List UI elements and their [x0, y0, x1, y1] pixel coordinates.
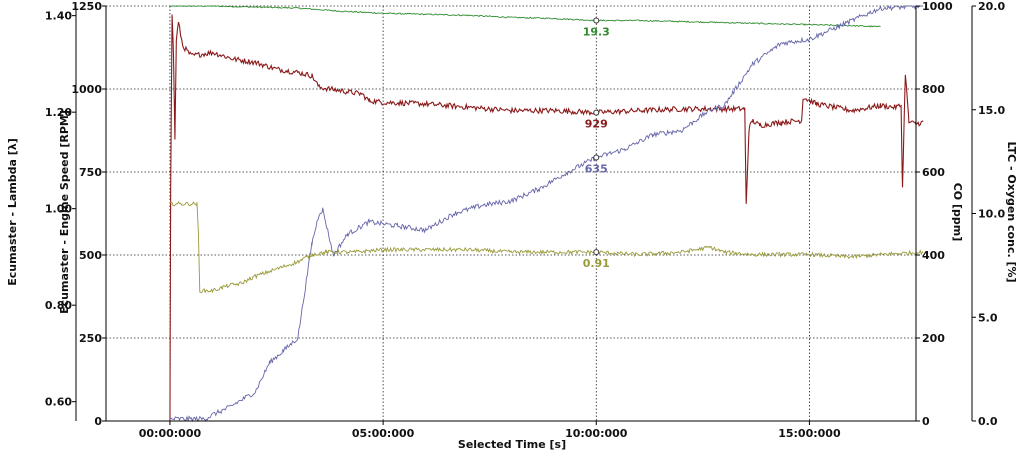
- lambda-tick-label: 1.20: [45, 106, 72, 119]
- cursor-marker-co: [593, 154, 600, 161]
- lambda-tick-label: 1.40: [45, 10, 72, 23]
- co-tick-label: 1000: [922, 0, 953, 13]
- axes-layer: 00:00:000 05:00:000 10:00:000 15:00:000 0.60…: [45, 0, 1006, 440]
- o2-tick-label: 10.0: [978, 208, 1005, 221]
- co-tick-label: 200: [922, 332, 945, 345]
- cursor-value-rpm: 929: [585, 118, 608, 131]
- co-tick-label: 600: [922, 166, 945, 179]
- cursor-layer: 19.3 929 635 0.91: [583, 17, 610, 270]
- o2-tick-label: 5.0: [978, 311, 998, 324]
- co-tick-label: 0: [922, 415, 930, 428]
- plot-frame: [105, 6, 917, 422]
- rpm-tick-label: 1000: [71, 83, 102, 96]
- lambda-tick-label: 0.80: [45, 299, 72, 312]
- o2-tick-label: 0.0: [978, 415, 998, 428]
- x-axis-title: Selected Time [s]: [458, 438, 566, 451]
- lambda-axis-title: Ecumaster - Lambda [λ]: [6, 138, 19, 286]
- rpm-tick-label: 1250: [71, 0, 102, 13]
- cursor-value-lambda: 0.91: [583, 257, 610, 270]
- rpm-tick-label: 0: [94, 415, 102, 428]
- o2-tick-label: 15.0: [978, 104, 1005, 117]
- o2-axis-title: LTC - Oxygen conc. [%]: [1005, 141, 1018, 282]
- o2-tick-label: 20.0: [978, 0, 1005, 13]
- cursor-marker-rpm: [593, 109, 600, 116]
- rpm-axis-title: Ecumaster - Engine Speed [RPM]: [58, 110, 71, 314]
- rpm-tick-label: 750: [79, 166, 102, 179]
- x-tick-label: 10:00:000: [565, 427, 628, 440]
- lambda-tick-label: 0.60: [45, 396, 72, 409]
- cursor-marker-o2: [593, 17, 600, 24]
- rpm-tick-label: 250: [79, 332, 102, 345]
- series-line-o2: [169, 5, 881, 28]
- cursor-value-co: 635: [585, 162, 608, 175]
- co-tick-label: 400: [922, 249, 945, 262]
- series-line-co: [169, 4, 924, 423]
- grid: [106, 5, 916, 421]
- co-tick-label: 800: [922, 83, 945, 96]
- co-axis-title: CO [ppm]: [951, 183, 964, 242]
- series-line-lambda: [169, 201, 924, 294]
- series-layer: [169, 4, 924, 423]
- series-line-rpm: [169, 14, 924, 422]
- x-tick-label: 05:00:000: [352, 427, 415, 440]
- cursor-marker-lambda: [593, 249, 600, 256]
- x-tick-label: 00:00:000: [139, 427, 202, 440]
- x-tick-label: 15:00:000: [778, 427, 841, 440]
- rpm-tick-label: 500: [79, 249, 102, 262]
- cursor-value-o2: 19.3: [583, 26, 610, 39]
- lambda-tick-label: 1.00: [45, 203, 72, 216]
